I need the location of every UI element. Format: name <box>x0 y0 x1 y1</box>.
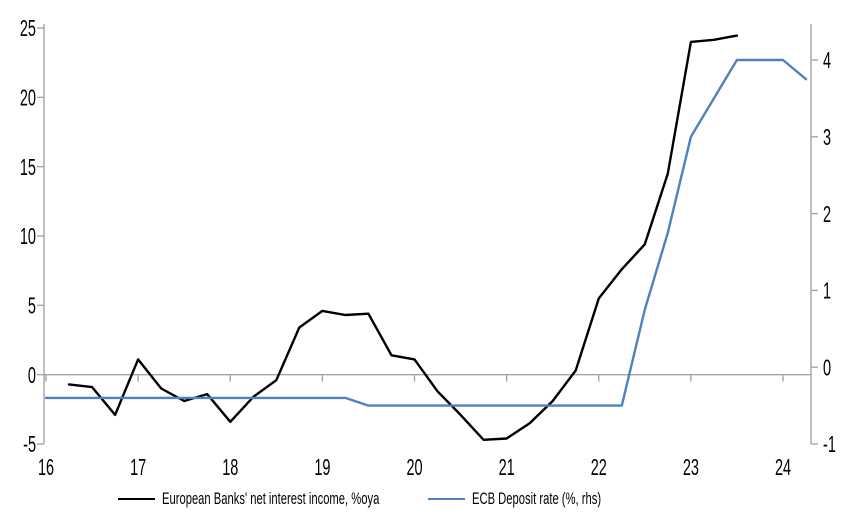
x-axis-tick-label: 22 <box>591 456 607 481</box>
y-axis-right-tick-label: 4 <box>823 49 831 74</box>
y-axis-left-tick-label: 15 <box>20 156 36 181</box>
x-axis-tick-label: 20 <box>406 456 422 481</box>
y-axis-right-tick-label: 0 <box>823 356 831 381</box>
blue-line-swatch <box>428 497 465 501</box>
legend-label-ecb-deposit-rate: ECB Deposit rate (%, rhs) <box>472 489 602 508</box>
y-axis-left-tick-label: 5 <box>28 294 36 319</box>
legend-item-net-interest-income: European Banks' net interest income, %oy… <box>118 489 491 509</box>
y-axis-left-tick-label: 20 <box>20 86 36 111</box>
y-axis-left-tick-label: 10 <box>20 225 36 250</box>
y-axis-right-tick-label: 2 <box>823 203 831 228</box>
axes <box>43 24 812 444</box>
series-lines <box>44 34 808 441</box>
y-axis-right-tick-label: 3 <box>823 126 831 151</box>
legend-item-ecb-deposit-rate: ECB Deposit rate (%, rhs) <box>428 489 668 509</box>
x-axis-tick-label: 21 <box>499 456 515 481</box>
series-ecb-deposit-rate-line <box>44 58 808 407</box>
series-net-interest-income-line <box>67 34 739 441</box>
x-axis-tick-label: 23 <box>683 456 699 481</box>
y-axis-left-tick-label: 25 <box>20 17 36 42</box>
y-axis-right-tick-label: 1 <box>823 279 831 304</box>
tick-marks <box>37 27 818 445</box>
legend-label-net-interest-income: European Banks' net interest income, %oy… <box>162 489 380 508</box>
x-axis-tick-label: 17 <box>130 456 146 481</box>
y-axis-left-tick-label: 0 <box>28 364 36 389</box>
x-axis-tick-label: 19 <box>314 456 330 481</box>
x-axis-tick-label: 16 <box>38 456 54 481</box>
y-axis-left-tick-label: -5 <box>23 433 36 458</box>
black-line-swatch <box>118 497 155 501</box>
x-axis-tick-label: 24 <box>775 456 791 481</box>
x-axis-tick-label: 18 <box>222 456 238 481</box>
y-axis-right-tick-label: -1 <box>823 433 836 458</box>
